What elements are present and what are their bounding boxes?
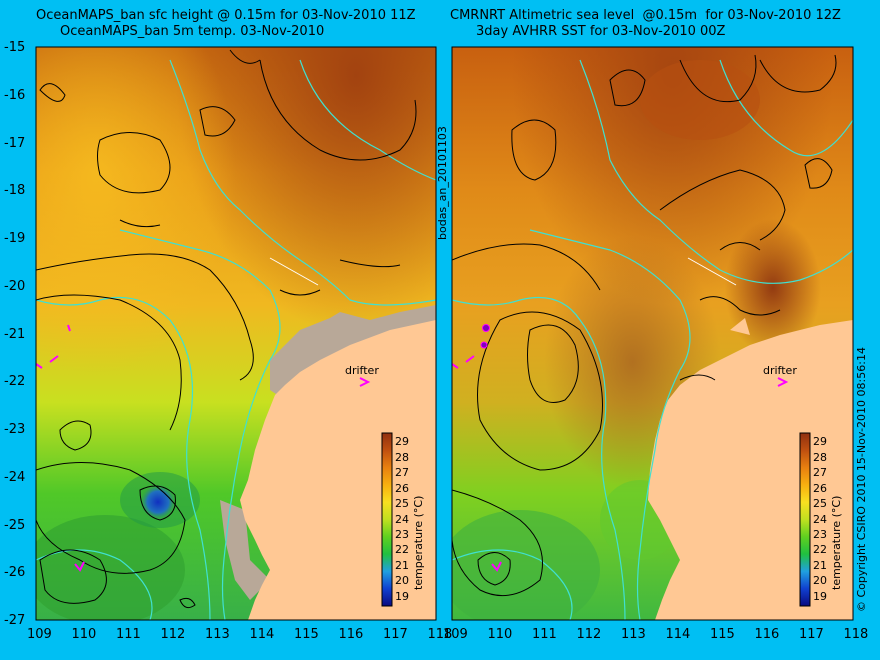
- colorbar-tick-label: 28: [813, 450, 827, 464]
- right-drifter-label: drifter: [763, 364, 797, 377]
- y-tick-label: -16: [4, 87, 26, 103]
- y-tick-label: -15: [4, 40, 26, 55]
- colorbar-tick-label: 23: [813, 527, 827, 541]
- x-tick-label: 116: [754, 627, 780, 642]
- colorbar-tick-label: 20: [395, 574, 409, 588]
- x-tick-label: 116: [338, 627, 364, 642]
- y-tick-label: -24: [4, 469, 26, 485]
- x-tick-label: 111: [532, 627, 557, 642]
- colorbar-tick-label: 27: [813, 466, 827, 480]
- colorbar-tick-label: 23: [395, 527, 409, 541]
- x-tick-label: 109: [443, 627, 468, 642]
- left-bathymetry: [36, 59, 436, 620]
- x-tick-label: 113: [205, 627, 230, 642]
- copyright-label: © Copyright CSIRO 2010 15-Nov-2010 08:56…: [855, 347, 868, 612]
- x-tick-label: 114: [665, 627, 691, 642]
- colorbar-tick-label: 27: [395, 466, 409, 480]
- x-tick-label: 112: [576, 627, 602, 642]
- colorbar-tick-label: 20: [813, 574, 827, 588]
- x-tick-label: 110: [487, 627, 513, 642]
- colorbar-tick-label: 29: [813, 435, 827, 449]
- colorbar-tick-label: 26: [813, 481, 827, 495]
- x-tick-label: 118: [427, 627, 453, 642]
- left-drifter-label: drifter: [345, 364, 379, 377]
- left-colorbar-title: temperature (°C): [412, 495, 425, 590]
- left-map: [36, 47, 436, 620]
- right-section-line: [687, 257, 737, 286]
- left-title-line2: OceanMAPS_ban 5m temp. 03-Nov-2010: [60, 24, 325, 39]
- middle-run-label: bodas_an_20101103: [436, 126, 449, 240]
- x-tick-label: 115: [710, 627, 735, 642]
- right-bathymetry: [452, 59, 853, 620]
- colorbar-tick-label: 21: [813, 558, 827, 572]
- x-tick-label: 114: [249, 627, 275, 642]
- y-tick-label: -22: [4, 374, 26, 390]
- x-tick-label: 118: [843, 627, 869, 642]
- y-tick-label: -17: [4, 135, 26, 151]
- x-tick-label: 111: [116, 627, 141, 642]
- colorbar-tick-label: 22: [813, 543, 827, 557]
- right-title-line2: 3day AVHRR SST for 03-Nov-2010 00Z: [476, 24, 726, 39]
- y-tick-label: -27: [4, 613, 26, 628]
- colorbar-tick-label: 26: [395, 481, 409, 495]
- x-tick-label: 109: [27, 627, 52, 642]
- left-sea-level-contours: [36, 49, 417, 609]
- y-tick-label: -21: [4, 326, 26, 342]
- right-map: [452, 47, 853, 620]
- right-colorbar: [799, 432, 811, 607]
- x-tick-label: 110: [71, 627, 97, 642]
- x-tick-label: 117: [799, 627, 824, 642]
- colorbar-tick-label: 19: [395, 589, 409, 603]
- right-title-line1: CMRNRT Altimetric sea level @0.15m for 0…: [450, 8, 841, 23]
- cold-spot-marker: [140, 484, 176, 520]
- left-drifters: [36, 324, 371, 572]
- y-tick-label: -26: [4, 565, 26, 581]
- y-tick-label: -19: [4, 231, 26, 246]
- x-tick-label: 113: [621, 627, 646, 642]
- left-section-line: [269, 257, 319, 286]
- left-title-line1: OceanMAPS_ban sfc height @ 0.15m for 03-…: [36, 8, 416, 23]
- colorbar-tick-label: 22: [395, 543, 409, 557]
- right-drifters: [452, 355, 789, 572]
- y-tick-label: -23: [4, 422, 26, 437]
- colorbar-tick-label: 19: [813, 589, 827, 603]
- colorbar-tick-label: 25: [395, 497, 409, 511]
- y-tick-label: -18: [4, 183, 26, 199]
- right-sea-level-contours: [452, 54, 837, 597]
- x-tick-label: 115: [294, 627, 319, 642]
- left-colorbar: [381, 432, 393, 607]
- colorbar-tick-label: 28: [395, 450, 409, 464]
- colorbar-tick-label: 24: [395, 512, 409, 526]
- colorbar-tick-label: 29: [395, 435, 409, 449]
- x-tick-label: 117: [383, 627, 408, 642]
- y-tick-label: -25: [4, 517, 26, 533]
- x-tick-label: 112: [160, 627, 186, 642]
- colorbar-tick-label: 24: [813, 512, 827, 526]
- y-tick-label: -20: [4, 278, 26, 294]
- colorbar-tick-label: 21: [395, 558, 409, 572]
- right-colorbar-title: temperature (°C): [830, 495, 843, 590]
- colorbar-tick-label: 25: [813, 497, 827, 511]
